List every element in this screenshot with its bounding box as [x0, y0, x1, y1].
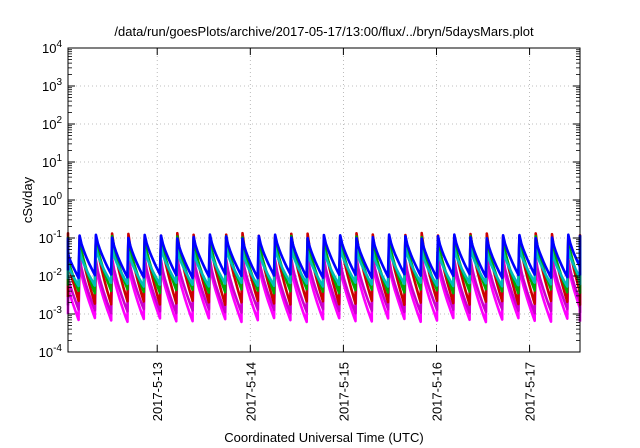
- y-tick-label: 10-1: [39, 229, 63, 246]
- y-tick-label: 10-3: [39, 305, 63, 322]
- y-tick-label: 100: [42, 191, 62, 208]
- x-tick-label: 2017-5-16: [429, 362, 444, 421]
- y-tick-label: 104: [42, 39, 62, 56]
- series-line: [66, 261, 582, 324]
- x-tick-label: 2017-5-14: [243, 362, 258, 421]
- series-line: [66, 254, 582, 315]
- y-tick-label: 10-2: [39, 267, 63, 284]
- x-axis-label: Coordinated Universal Time (UTC): [224, 430, 423, 445]
- series-line: [66, 233, 582, 280]
- y-tick-label: 102: [42, 115, 62, 132]
- x-tick-label: 2017-5-13: [150, 362, 165, 421]
- y-tick-label: 103: [42, 77, 62, 94]
- y-tick-label: 10-4: [39, 343, 63, 360]
- chart-title: /data/run/goesPlots/archive/2017-05-17/1…: [114, 24, 534, 39]
- y-axis-label: cSv/day: [20, 176, 35, 223]
- series-group: [66, 231, 582, 324]
- series-line: [66, 246, 582, 288]
- axes: 10-4 10-3 10-2 10-1 100 101 102 103 104 2017-5-13…: [39, 39, 580, 421]
- x-tick-label: 2017-5-17: [523, 362, 538, 421]
- x-tick-label: 2017-5-15: [336, 362, 351, 421]
- y-tick-label: 101: [42, 153, 62, 170]
